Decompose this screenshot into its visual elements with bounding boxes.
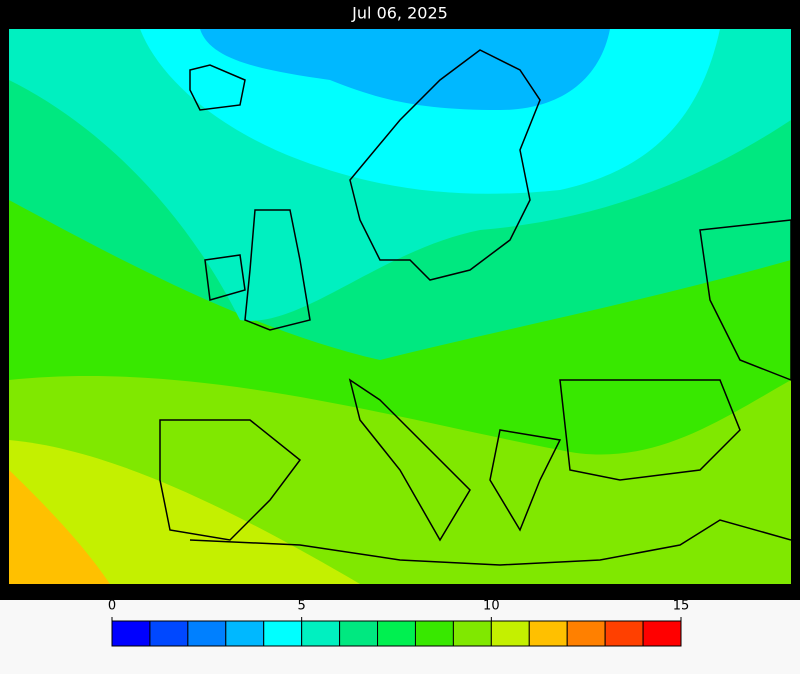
- color-bin: [414, 620, 454, 647]
- coastlines: [159, 49, 791, 566]
- color-bin: [642, 620, 682, 647]
- field-coldest: [200, 29, 610, 110]
- map-field: [9, 29, 791, 584]
- map-title: Jul 06, 2025: [351, 4, 448, 23]
- color-bin: [263, 620, 303, 647]
- colorbar: 0 5 10 15: [108, 599, 689, 647]
- color-bin: [566, 620, 606, 647]
- color-bin: [111, 620, 151, 647]
- color-bin: [149, 620, 189, 647]
- field-warmer: [9, 440, 360, 584]
- color-bin: [490, 620, 530, 647]
- color-bin: [301, 620, 341, 647]
- color-bin: [339, 620, 379, 647]
- color-bin: [225, 620, 265, 647]
- colorbar-tick-label: 5: [298, 599, 306, 614]
- color-bin: [377, 620, 416, 647]
- color-bin: [452, 620, 492, 647]
- colorbar-tick-label: 10: [483, 599, 500, 614]
- color-bin: [528, 620, 568, 647]
- colorbar-tick-label: 0: [108, 599, 116, 614]
- color-bin: [604, 620, 644, 647]
- colorbar-tick-label: 15: [673, 599, 690, 614]
- field-hot: [9, 470, 110, 584]
- color-bin: [187, 620, 227, 647]
